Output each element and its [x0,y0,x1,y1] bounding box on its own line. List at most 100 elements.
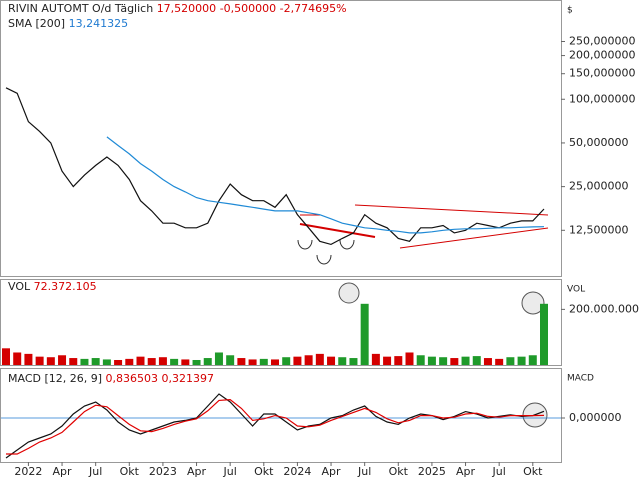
volume-bar [293,356,302,365]
volume-bar [170,358,179,365]
volume-bar [495,358,504,365]
x-tick-label: 2024 [283,465,311,478]
volume-bar [483,358,492,365]
axis-unit: MACD [567,374,594,384]
x-tick-label: Jul [492,465,506,478]
volume-bar [327,356,336,365]
volume-bar [338,357,347,365]
y-tick-label: 200,000000 [569,49,635,62]
volume-bar [371,353,380,365]
legend-sma: SMA [200] 13,241325 [8,17,128,30]
x-tick-label: Apr [322,465,342,478]
sma-label: SMA [200] [8,17,65,30]
x-tick-label: Okt [389,465,409,478]
volume-panel [0,279,562,366]
x-tick-label: 2022 [14,465,42,478]
x-tick-label: Apr [53,465,73,478]
legend-macd: MACD [12, 26, 9] 0,836503 0,321397 [8,372,214,385]
volume-bar [528,355,537,365]
x-tick-label: Jul [223,465,237,478]
y-tick-label: 0,000000 [569,411,622,424]
volume-bar [237,358,246,365]
volume-bar [315,353,324,365]
x-tick-label: Apr [187,465,207,478]
volume-bar [136,356,145,365]
x-tick-label: Okt [120,465,140,478]
volume-bar [394,356,403,365]
macd-panel [0,368,562,463]
volume-bar [517,356,526,365]
volume-bar [472,356,481,365]
volume-bar [102,359,111,365]
volume-bar [405,352,414,365]
volume-bar [248,359,257,365]
volume-bar [259,358,268,365]
macd-value: 0,836503 [106,372,159,385]
volume-bar [192,359,201,365]
series-line [5,87,545,246]
y-tick-label: 12,500000 [569,223,629,236]
legend-price: RIVIN AUTOMT O/d Täglich 17,520000 -0,50… [8,2,347,15]
x-tick-label: Jul [357,465,371,478]
series-line [106,136,545,234]
volume-bar [271,359,279,365]
volume-bar [383,356,392,365]
y-tick-label: 50,000000 [569,136,629,149]
vol-value: 72.372.105 [34,280,97,293]
volume-bar [439,357,448,365]
volume-bar [125,358,134,365]
signal-value: 0,321397 [162,372,215,385]
volume-bar [461,356,470,365]
change-pct: -2,774695% [280,2,347,15]
x-tick-label: 2023 [149,465,177,478]
volume-bar [80,358,89,365]
x-tick-label: Okt [523,465,543,478]
trend-lines [299,204,549,249]
x-tick-label: 2025 [418,465,446,478]
volume-bar [282,357,291,365]
pattern-marks [297,239,355,265]
x-tick-label: Jul [88,465,102,478]
volume-bar [24,353,33,365]
volume-bar [69,358,78,365]
highlight-circles [338,282,548,428]
volume-bar [214,352,223,365]
sma-value: 13,241325 [69,17,129,30]
volume-bar [2,348,10,365]
volume-bar [416,355,425,365]
macd-label: MACD [12, 26, 9] [8,372,102,385]
volume-bar [304,355,313,365]
y-tick-label: 250,000000 [569,35,635,48]
y-tick-label: 100,000000 [569,92,635,105]
price-panel [0,0,562,277]
axis-unit: $ [567,6,573,16]
symbol: RIVIN AUTOMT O/d [8,2,111,15]
volume-bar [506,357,515,365]
volume-bar [114,359,123,365]
y-tick-label: 25,000000 [569,180,629,193]
last: 17,520000 [157,2,217,15]
volume-bar [35,356,44,365]
change: -0,500000 [220,2,276,15]
legend-vol: VOL 72.372.105 [8,280,97,293]
volume-bar [349,358,358,365]
volume-bar [540,303,548,365]
x-tick-label: Apr [456,465,476,478]
volume-bar [58,355,67,365]
y-tick-label: 200.000.000 [569,302,639,315]
volume-bar [91,358,100,365]
series-line [5,393,545,459]
volume-bar [427,356,436,365]
vol-label: VOL [8,280,31,293]
volume-bar [46,357,55,365]
y-tick-label: 150,000000 [569,67,635,80]
volume-bar [147,358,156,365]
interval: Täglich [114,2,153,15]
axis-unit: VOL [567,285,585,295]
series-line [6,398,545,455]
volume-bar [13,352,22,365]
volume-bar [450,358,459,365]
x-tick-label: Okt [254,465,274,478]
volume-bar [203,358,212,365]
